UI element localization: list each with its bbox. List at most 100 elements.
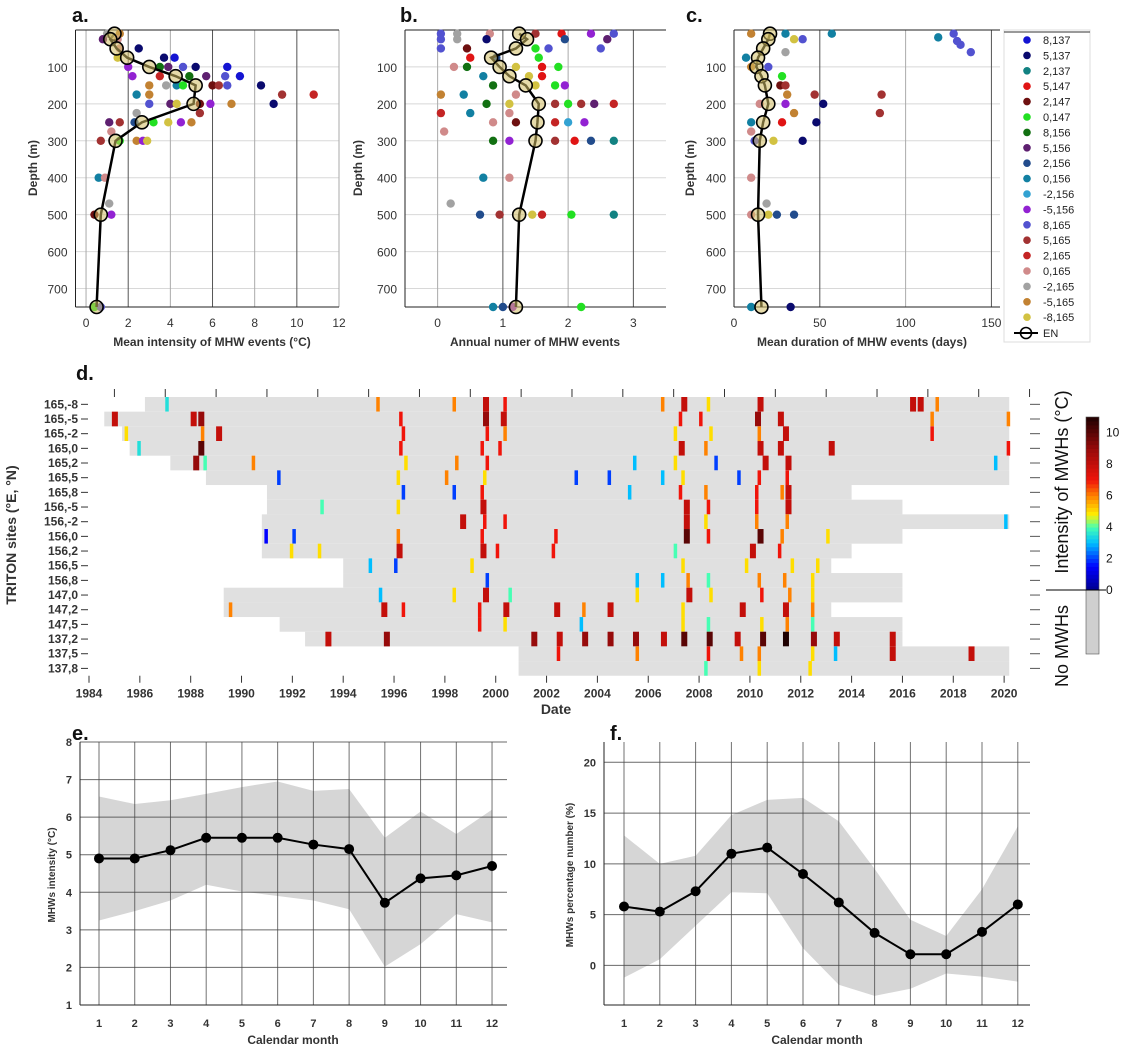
- legend-en-marker: [1019, 326, 1033, 340]
- x-tick-label: 2016: [889, 687, 916, 701]
- mhw-event: [579, 617, 584, 632]
- mhw-event: [124, 426, 129, 442]
- panel-letter-e: e.: [72, 723, 89, 745]
- data-point-5,165: [875, 108, 885, 118]
- y-tick-label: 5: [590, 910, 596, 922]
- data-point-5,147: [537, 71, 547, 81]
- data-point-0,147: [567, 210, 576, 219]
- x-axis-label-c: Mean duration of MHW events (days): [757, 335, 967, 349]
- x-tick-label: 2: [565, 316, 572, 330]
- legend-label: 2,165: [1043, 251, 1071, 263]
- colorbar-segment: [1086, 452, 1099, 457]
- mhw-event: [292, 529, 296, 544]
- data-point--8,165: [142, 136, 152, 145]
- data-point--2,165: [453, 35, 462, 44]
- mhw-event: [683, 529, 690, 544]
- data-point-5,156: [105, 118, 114, 127]
- data-point-5,156: [164, 62, 173, 72]
- data-point-8,137: [223, 62, 232, 72]
- x-tick-label: 1986: [126, 687, 153, 701]
- mhw-event: [401, 485, 406, 500]
- legend-label: 8,156: [1043, 127, 1071, 139]
- data-point--5,156: [586, 29, 596, 38]
- legend-marker: [1023, 36, 1031, 44]
- heatmap-row-165,0: [129, 441, 1011, 456]
- mhw-event: [744, 558, 749, 574]
- colorbar-segment: [1086, 566, 1099, 571]
- data-point--5,165: [789, 108, 799, 118]
- x-tick-label: 7: [836, 1018, 842, 1030]
- mhw-event: [757, 397, 764, 412]
- coverage-bar: [343, 573, 903, 588]
- x-tick-label: 2004: [584, 687, 611, 701]
- en-marker: [752, 133, 768, 149]
- legend-marker: [1023, 113, 1031, 121]
- en-marker: [754, 299, 769, 315]
- mean-point: [308, 839, 319, 850]
- panel-b-depth-annual-number: 100 200 300 400 500 600 700 0 1 2 3: [377, 26, 666, 330]
- mhw-event: [757, 661, 762, 676]
- x-tick-label: 0: [83, 316, 90, 330]
- data-point-8,165: [145, 99, 154, 109]
- x-tick-label: 2006: [635, 687, 662, 701]
- colorbar: 0 2 4 6 8 10: [1046, 416, 1120, 655]
- panel-letter-b: b.: [400, 5, 418, 27]
- data-point-5,137: [191, 62, 200, 72]
- colorbar-segment: [1086, 499, 1099, 504]
- data-point--2,165: [762, 199, 771, 208]
- en-marker: [134, 115, 150, 130]
- colorbar-segment: [1086, 491, 1099, 497]
- data-point--5,165: [227, 99, 236, 109]
- mhw-event: [757, 646, 762, 662]
- x-tick-label: 8: [872, 1018, 878, 1030]
- mean-point: [94, 853, 104, 864]
- mhw-event: [785, 455, 792, 471]
- mhw-event: [706, 646, 711, 662]
- mean-point: [619, 901, 629, 912]
- mhw-event: [785, 499, 792, 515]
- legend-item-2,137: 2,137: [1023, 66, 1071, 78]
- heatmap-row-147,5: [279, 617, 903, 632]
- mhw-event: [1004, 514, 1008, 530]
- data-point-5,165: [550, 136, 560, 145]
- site-label: 156,-2: [44, 515, 78, 529]
- legend-item--2,165: -2,165: [1023, 281, 1074, 293]
- heatmap-row-156,0: [261, 529, 903, 544]
- x-tick-label: 3: [167, 1018, 173, 1030]
- mhw-event: [678, 411, 683, 427]
- colorbar-segment: [1086, 472, 1099, 477]
- data-point--5,156: [107, 210, 116, 219]
- colorbar-segment: [1086, 444, 1099, 449]
- mhw-event: [910, 397, 917, 412]
- data-point-2,156: [498, 302, 508, 312]
- data-point-5,165: [195, 108, 205, 118]
- mhw-event: [381, 602, 388, 618]
- mhw-event: [706, 573, 711, 588]
- colorbar-segment: [1086, 527, 1099, 532]
- colorbar-segment: [1086, 554, 1099, 560]
- colorbar-segment: [1086, 519, 1099, 524]
- colorbar-segment: [1086, 424, 1099, 430]
- panel-a-depth-intensity: 100 200 300 400 500 600 700 0 2 4 6 8 10 12: [47, 26, 346, 330]
- mhw-event: [485, 426, 490, 442]
- mhw-event: [455, 455, 459, 471]
- mhw-event: [782, 631, 789, 647]
- mhw-event: [734, 631, 741, 647]
- mhw-event: [632, 631, 639, 647]
- y-tick-label: 200: [47, 98, 67, 112]
- mean-point: [272, 832, 283, 843]
- mhw-event: [635, 573, 640, 588]
- legend-item-8,156: 8,156: [1023, 127, 1071, 139]
- legend-label: 0,165: [1043, 266, 1071, 278]
- data-point-8,165: [436, 35, 446, 44]
- mhw-event: [673, 426, 678, 442]
- colorbar-segment: [1086, 562, 1099, 567]
- mhw-event: [111, 411, 118, 427]
- data-point-2,165: [550, 118, 560, 127]
- x-tick-label: 1: [500, 316, 507, 330]
- data-point-0,147: [554, 62, 563, 72]
- y-tick-label: 700: [377, 283, 397, 297]
- y-tick-label: 300: [47, 135, 67, 149]
- data-point-0,156: [479, 71, 488, 81]
